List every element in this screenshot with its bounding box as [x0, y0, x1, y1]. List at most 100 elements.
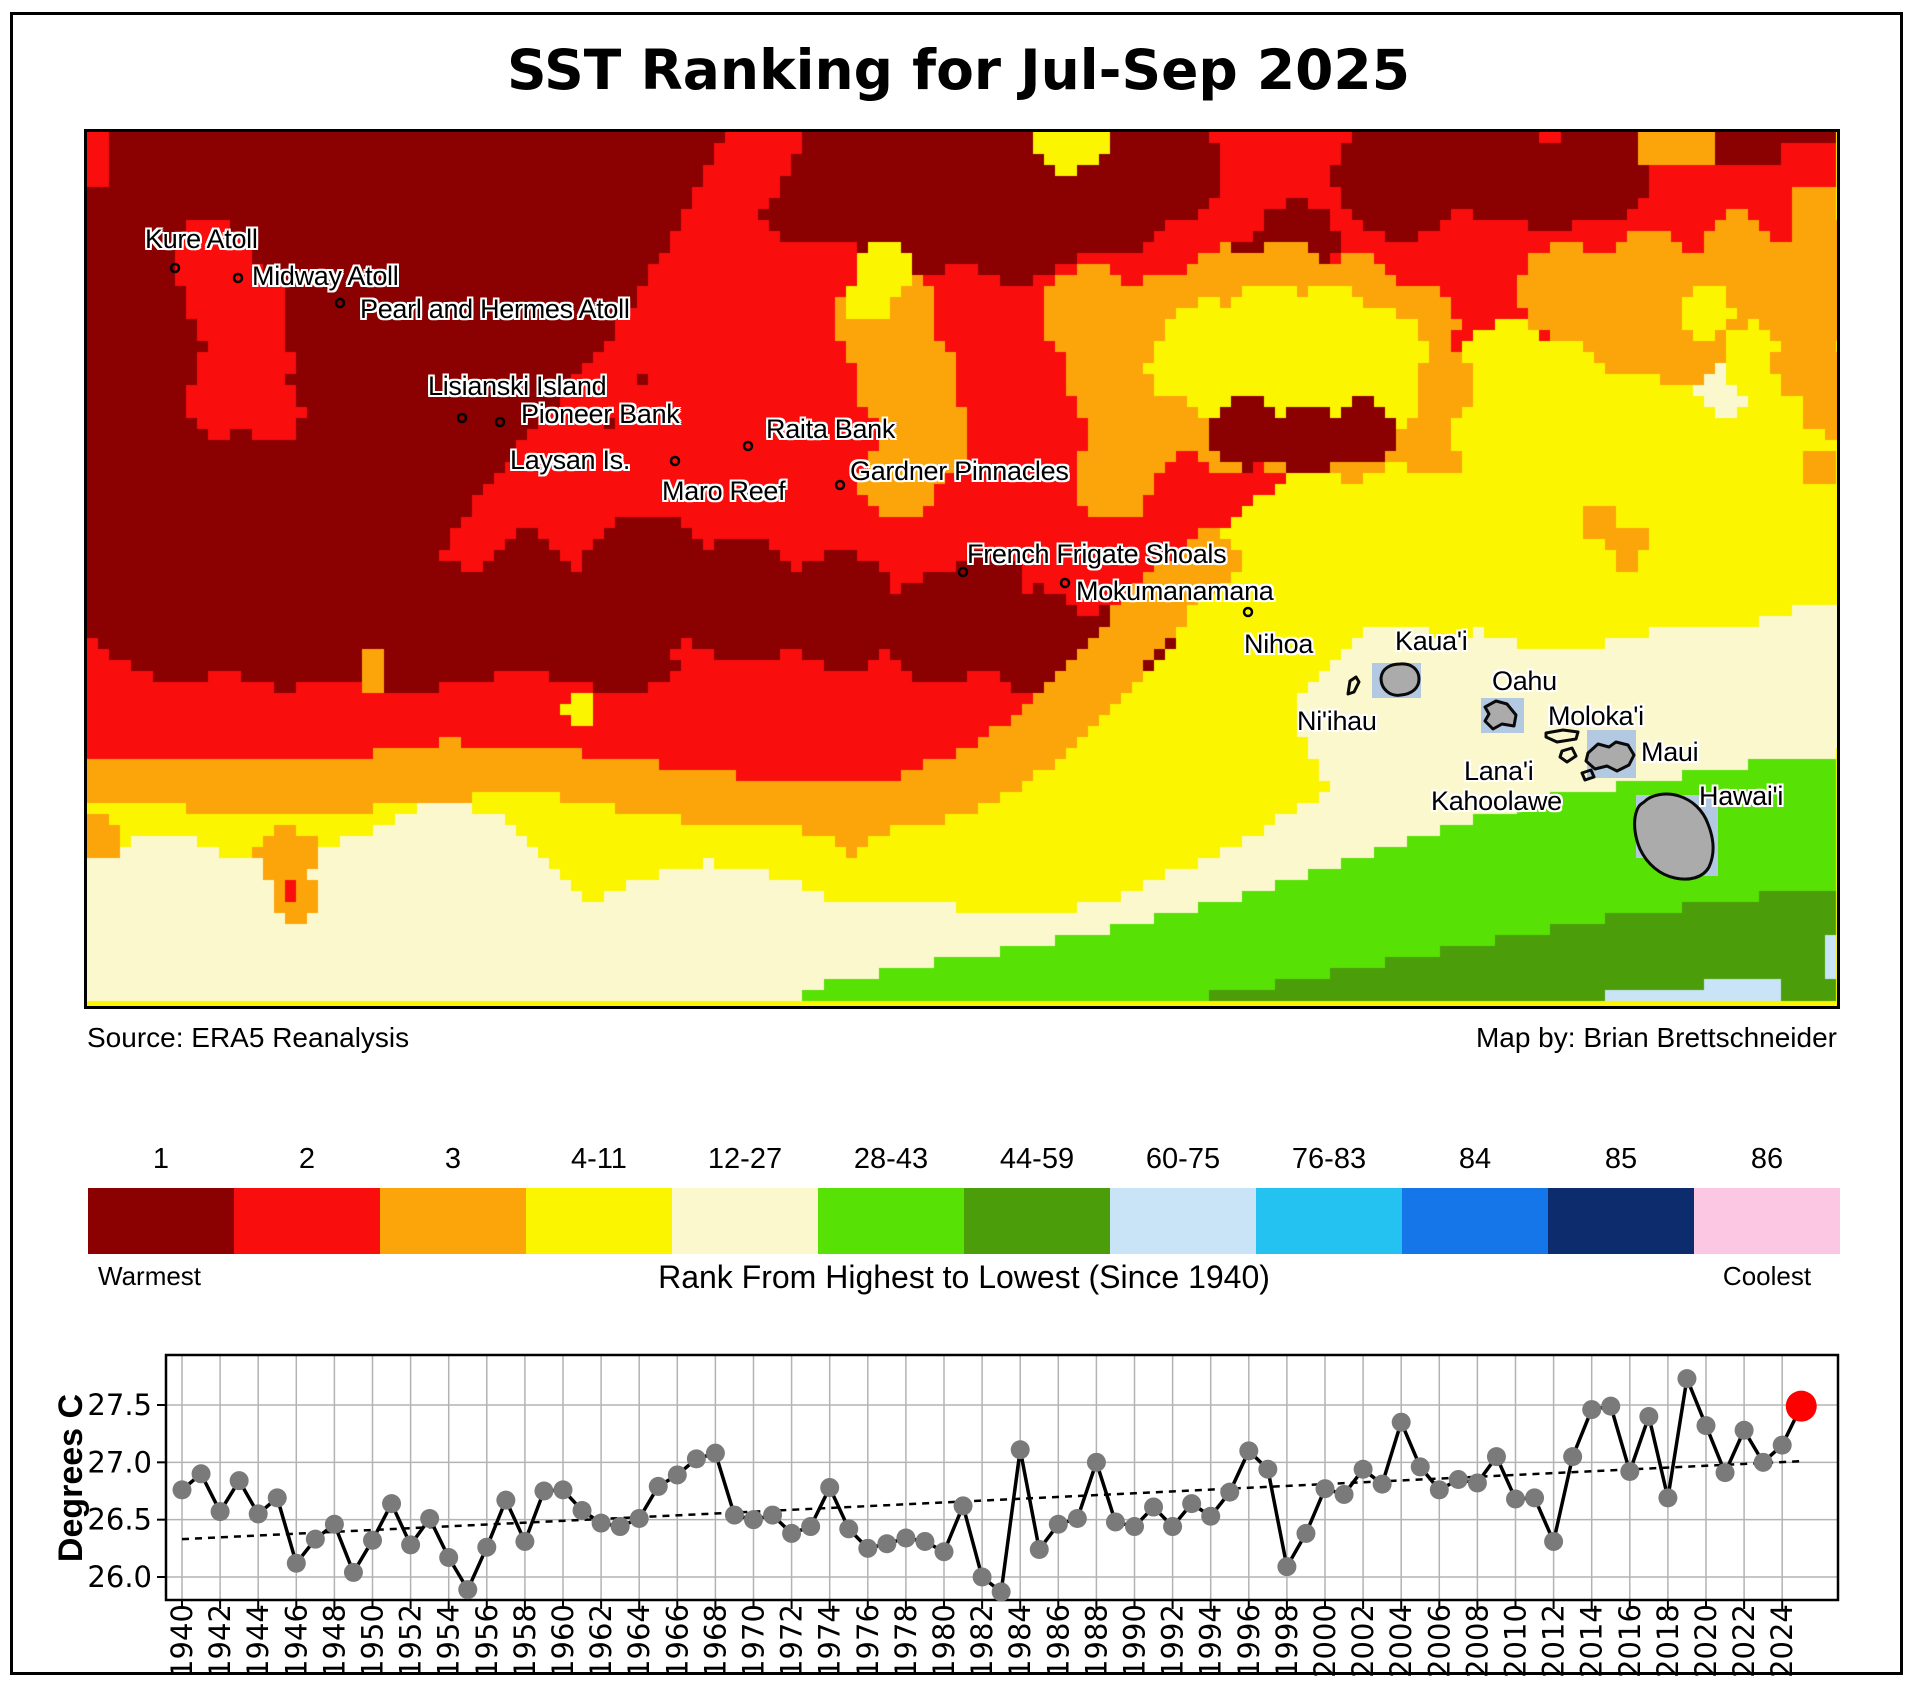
- data-point: [667, 1465, 687, 1485]
- data-point: [553, 1480, 573, 1500]
- map-label: Pioneer Bank: [521, 399, 680, 429]
- data-point: [1144, 1497, 1164, 1517]
- data-point: [1448, 1470, 1468, 1490]
- data-point: [248, 1504, 268, 1524]
- legend-color-swatch: [818, 1188, 964, 1254]
- atoll-location-dot: [834, 479, 846, 491]
- x-tick-label: 1984: [1003, 1604, 1037, 1678]
- island-hawaii: [1633, 792, 1715, 881]
- island-lanai: [1558, 746, 1578, 764]
- figure-border: [10, 12, 1903, 1675]
- data-point: [1296, 1523, 1316, 1543]
- x-tick-label: 1942: [203, 1604, 237, 1678]
- data-point: [324, 1514, 344, 1534]
- data-point: [191, 1464, 211, 1484]
- island-oahu: [1483, 699, 1518, 731]
- map-label: Maro Reef: [662, 476, 786, 506]
- x-tick-label: 2008: [1460, 1604, 1494, 1678]
- x-tick-label: 2024: [1765, 1604, 1799, 1678]
- data-point: [210, 1502, 230, 1522]
- legend-rank-label: 76-83: [1291, 1143, 1367, 1175]
- data-point: [1467, 1473, 1487, 1493]
- data-point: [1525, 1488, 1545, 1508]
- atoll-location-dot: [232, 272, 244, 284]
- island-molokai: [1544, 728, 1580, 744]
- data-point: [1677, 1369, 1697, 1389]
- atoll-location-dot: [957, 566, 969, 578]
- data-point: [1391, 1412, 1411, 1432]
- data-point: [515, 1531, 535, 1551]
- data-point: [458, 1580, 478, 1600]
- legend-warmest-label: Warmest: [98, 1261, 202, 1291]
- data-point: [1429, 1480, 1449, 1500]
- data-point: [934, 1542, 954, 1562]
- map-label: Kaua'i: [1395, 626, 1468, 656]
- legend-color-swatch: [380, 1188, 526, 1254]
- page-title: SST Ranking for Jul-Sep 2025: [507, 38, 1410, 102]
- x-tick-label: 1962: [584, 1604, 618, 1678]
- sst-timeseries-chart: 1940 1942 1944 1946 1948 1950 1952 1954 1956 1958…: [52, 1353, 1840, 1678]
- data-point: [1715, 1463, 1735, 1483]
- data-point: [801, 1517, 821, 1537]
- source-text: Source: ERA5 Reanalysis: [87, 1022, 410, 1053]
- data-point: [1772, 1435, 1792, 1455]
- x-tick-label: 1996: [1232, 1604, 1266, 1678]
- x-tick-label: 1974: [813, 1604, 847, 1678]
- x-tick-label: 2002: [1346, 1604, 1380, 1678]
- data-point: [1048, 1514, 1068, 1534]
- data-point: [1601, 1396, 1621, 1416]
- data-point: [972, 1567, 992, 1587]
- x-tick-label: 2014: [1575, 1604, 1609, 1678]
- legend-color-swatch: [88, 1188, 234, 1254]
- data-point: [286, 1553, 306, 1573]
- map-label: French Frigate Shoals: [967, 539, 1227, 569]
- x-tick-label: 2018: [1651, 1604, 1685, 1678]
- legend-color-swatch: [964, 1188, 1110, 1254]
- data-point: [1315, 1479, 1335, 1499]
- data-point: [820, 1478, 840, 1498]
- data-point: [305, 1529, 325, 1549]
- data-point: [1334, 1484, 1354, 1504]
- legend-caption: Rank From Highest to Lowest (Since 1940): [658, 1259, 1270, 1295]
- legend-color-swatch: [526, 1188, 672, 1254]
- data-point: [877, 1534, 897, 1554]
- map-label: Kahoolawe: [1431, 786, 1562, 816]
- legend-color-swatch: [672, 1188, 818, 1254]
- island-kauai: [1379, 662, 1421, 697]
- data-point: [1639, 1406, 1659, 1426]
- data-point: [1696, 1416, 1716, 1436]
- data-line: [180, 1376, 1803, 1594]
- x-tick-label: 2010: [1499, 1604, 1533, 1678]
- data-point: [439, 1548, 459, 1568]
- data-point: [1734, 1420, 1754, 1440]
- data-point: [1182, 1494, 1202, 1514]
- data-point: [610, 1517, 630, 1537]
- x-tick-label: 1966: [660, 1604, 694, 1678]
- x-tick-label: 1964: [622, 1604, 656, 1678]
- y-tick-label: 27.0: [87, 1445, 152, 1479]
- map-label: Maui: [1641, 737, 1699, 767]
- y-tick-label: 26.5: [87, 1503, 152, 1537]
- data-point: [1010, 1440, 1030, 1460]
- atoll-location-dot: [669, 455, 681, 467]
- data-point: [629, 1509, 649, 1529]
- legend-color-swatch: [1402, 1188, 1548, 1254]
- data-point: [1544, 1531, 1564, 1551]
- legend-color-swatch: [1256, 1188, 1402, 1254]
- data-point: [782, 1523, 802, 1543]
- x-tick-label: 1944: [241, 1604, 275, 1678]
- legend-color-swatch: [1110, 1188, 1256, 1254]
- data-point: [953, 1496, 973, 1516]
- map-label: Lisianski Island: [428, 371, 607, 401]
- atoll-location-dot: [494, 416, 506, 428]
- map-label: Oahu: [1492, 666, 1557, 696]
- atoll-location-dot: [1059, 577, 1071, 589]
- data-point: [1201, 1506, 1221, 1526]
- x-tick-label: 2006: [1422, 1604, 1456, 1678]
- rank-legend: Warmest Rank From Highest to Lowest (Sin…: [88, 1143, 1840, 1303]
- map-label: Raita Bank: [766, 414, 896, 444]
- x-tick-label: 1958: [508, 1604, 542, 1678]
- data-point: [591, 1513, 611, 1533]
- plot-border: [164, 1353, 1840, 1602]
- island-maui: [1584, 740, 1636, 773]
